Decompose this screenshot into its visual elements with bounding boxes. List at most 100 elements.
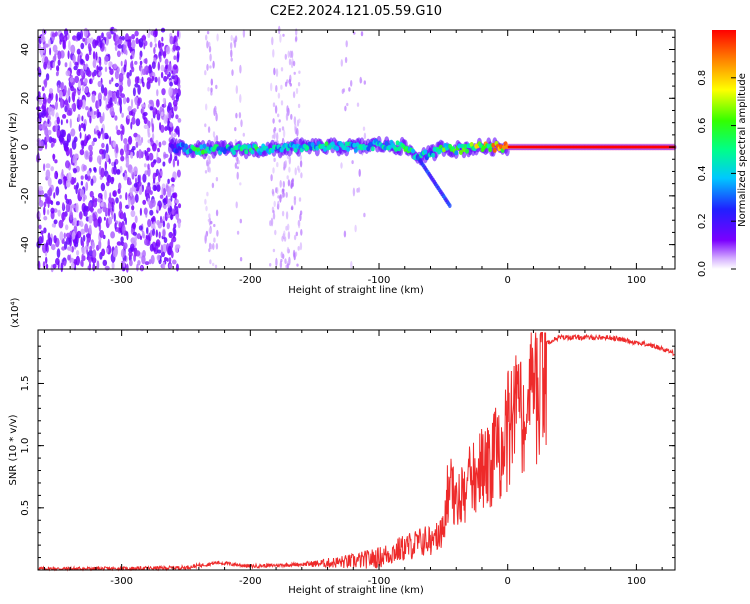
noise-speckle [299,242,303,251]
ridge-cell [454,150,459,156]
ridge-cell [188,148,193,154]
noise-speckle [293,116,297,125]
ridge-cell [488,147,493,153]
noise-speckle [357,187,361,193]
noise-speckle [340,162,343,169]
noise-speckle [78,220,81,226]
noise-speckle [57,50,62,60]
noise-speckle [58,219,64,229]
noise-speckle [88,224,92,235]
noise-speckle [105,134,109,140]
noise-speckle [206,40,209,49]
noise-speckle [164,257,168,262]
noise-speckle [134,76,139,84]
noise-speckle [172,88,178,95]
noise-speckle [169,122,174,128]
noise-speckle [51,244,56,251]
noise-speckle [163,114,168,124]
noise-speckle [70,262,75,270]
ridge-cell [492,147,497,153]
noise-speckle [103,216,106,221]
noise-speckle [82,196,86,202]
noise-speckle [234,127,237,132]
ridge-cell [437,149,442,155]
noise-speckle [280,100,284,106]
noise-speckle [175,92,179,102]
noise-speckle [136,233,141,240]
noise-speckle [286,105,289,114]
noise-speckle [66,109,72,116]
noise-speckle [118,182,122,191]
noise-speckle [38,96,43,106]
noise-speckle [239,94,242,103]
noise-speckle [45,242,48,252]
noise-speckle [57,84,60,94]
chart-title: C2E2.2024.121.05.59.G10 [270,4,442,19]
noise-speckle [91,256,97,264]
noise-speckle [50,207,55,214]
noise-speckle [157,249,162,254]
noise-speckle [115,143,119,154]
noise-speckle [140,235,142,241]
noise-speckle [163,75,168,82]
noise-speckle [177,118,182,123]
ridge-cell [344,141,349,147]
noise-speckle [91,71,95,78]
noise-speckle [101,142,105,149]
noise-speckle [160,251,166,258]
noise-speckle [156,205,160,211]
noise-speckle [65,224,69,231]
noise-speckle [56,65,60,72]
noise-speckle [74,75,80,84]
noise-speckle [89,190,94,198]
noise-speckle [297,246,300,251]
noise-speckle [214,105,217,112]
noise-speckle [43,163,46,171]
noise-speckle [156,156,161,164]
noise-speckle [54,101,59,110]
noise-speckle [207,126,211,133]
noise-speckle [66,236,71,245]
noise-speckle [162,50,167,59]
noise-speckle [133,166,138,176]
noise-speckle [73,217,77,227]
noise-speckle [63,232,66,239]
noise-speckle [69,118,72,129]
noise-speckle [272,118,275,124]
noise-speckle [278,128,282,133]
noise-speckle [282,180,285,188]
noise-speckle [107,174,112,184]
noise-speckle [115,197,119,204]
ridge-branch [448,203,452,209]
noise-speckle [67,254,71,261]
x-tick-label: -100 [368,576,391,587]
noise-speckle [137,98,141,107]
noise-speckle [99,40,103,49]
noise-speckle [286,175,289,180]
noise-speckle [215,84,218,90]
noise-speckle [74,241,79,248]
noise-speckle [112,93,115,102]
noise-speckle [77,55,80,66]
noise-speckle [177,220,181,229]
noise-speckle [159,219,163,224]
noise-speckle [215,243,219,250]
noise-speckle [166,257,169,262]
noise-speckle [157,76,161,87]
noise-speckle [233,39,237,48]
noise-speckle [52,44,58,53]
noise-speckle [174,204,177,211]
noise-speckle [106,247,109,254]
noise-speckle [69,77,74,83]
noise-speckle [101,32,104,39]
noise-speckle [81,253,84,263]
noise-speckle [118,201,123,211]
noise-speckle [240,119,243,128]
noise-speckle [149,209,154,216]
noise-speckle [175,205,179,215]
colorbar-gradient [712,30,736,269]
noise-speckle [235,201,238,209]
noise-speckle [143,163,147,168]
noise-speckle [275,85,278,93]
noise-speckle [76,48,81,55]
